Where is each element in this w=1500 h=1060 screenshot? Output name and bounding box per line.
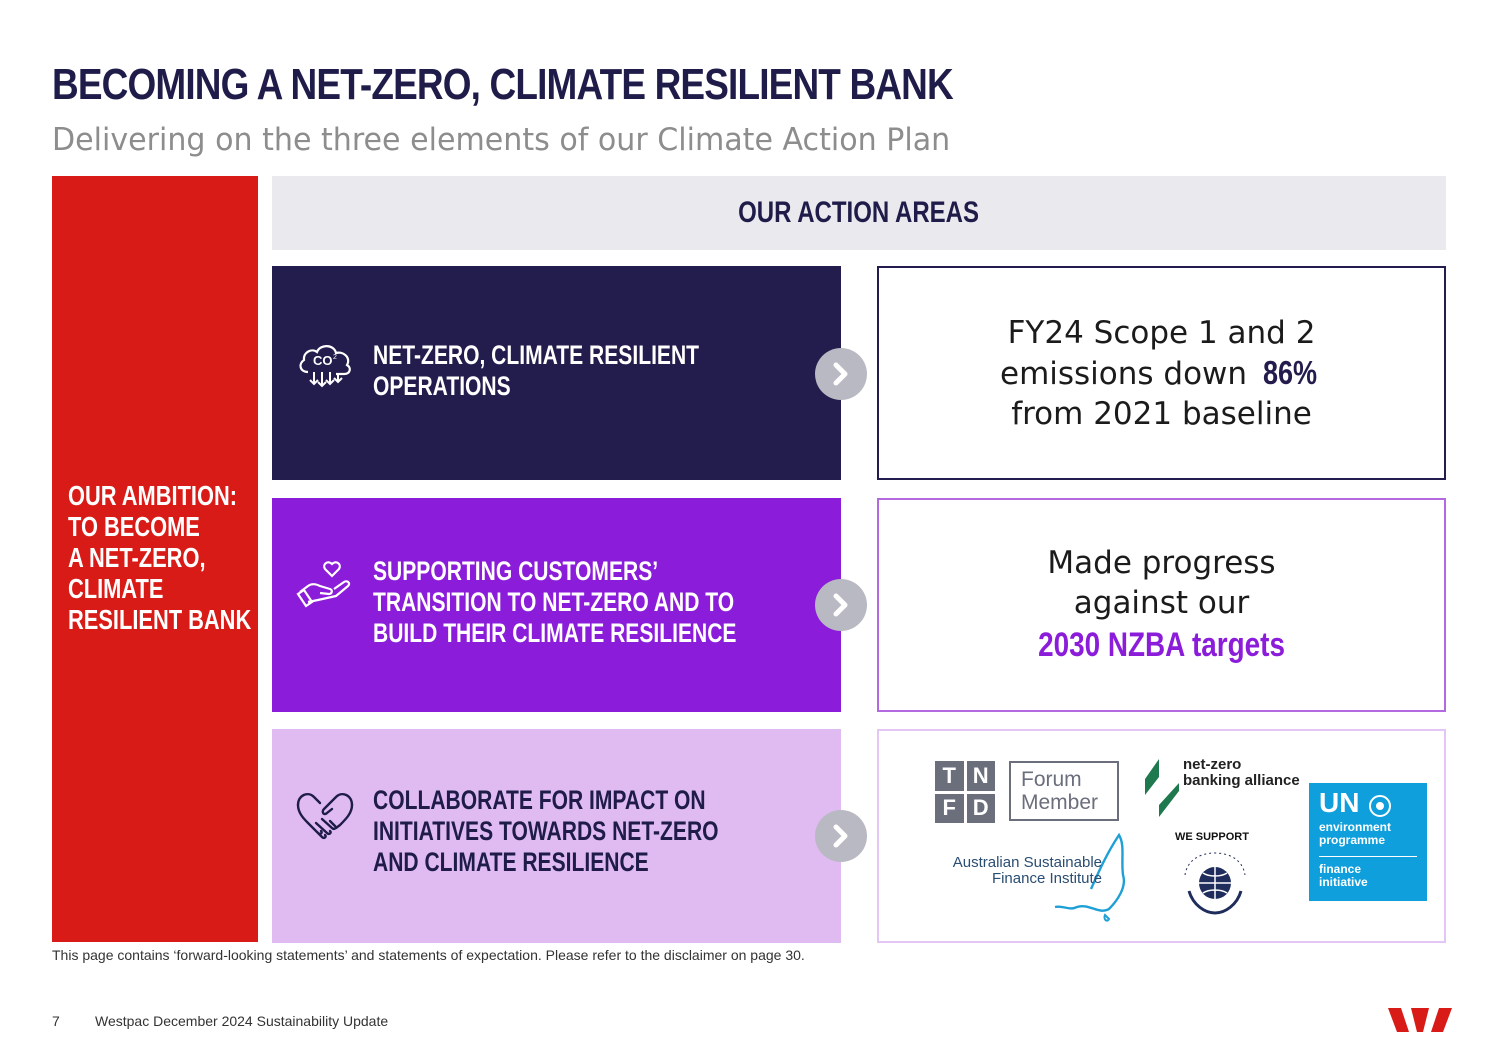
nzba-targets-highlight: 2030 NZBA targets [1038, 626, 1285, 664]
action-area-line: TRANSITION TO NET-ZERO AND TO [373, 587, 735, 617]
action-area-line: AND CLIMATE RESILIENCE [373, 847, 649, 877]
result-line: Made progress [1047, 545, 1276, 581]
westpac-logo-icon [1388, 1008, 1452, 1032]
ungc-globe-icon [1184, 852, 1246, 915]
ambition-line: CLIMATE [68, 573, 164, 604]
disclaimer-text: This page contains ‘forward-looking stat… [52, 947, 805, 963]
asfi-line: Australian Sustainable [952, 854, 1102, 871]
tnfd-letter: F [935, 793, 964, 823]
result-line: from 2021 baseline [1011, 395, 1312, 432]
nzba-line: banking alliance [1183, 772, 1300, 789]
tnfd-letter: N [966, 761, 995, 791]
action-area-customers: SUPPORTING CUSTOMERS’ TRANSITION TO NET-… [272, 498, 841, 712]
action-area-line: OPERATIONS [373, 371, 511, 401]
ungc-support-text: WE SUPPORT [1175, 831, 1249, 843]
partner-logos-panel: T N F D Forum Member net-zero banking al… [877, 729, 1446, 943]
tnfd-letter: T [935, 761, 964, 791]
unep-fi-logo: UN environment programme finance initiat… [1309, 783, 1427, 901]
forum-line: Member [1021, 791, 1099, 814]
unep-env-line: programme [1319, 833, 1386, 847]
unep-fin-text: finance initiative [1319, 863, 1368, 889]
svg-text:CO: CO [313, 353, 333, 368]
result-line: emissions down 86% [1000, 353, 1323, 394]
chevron-right-icon [815, 810, 867, 862]
result-text: emissions down [1000, 355, 1257, 392]
action-area-text: COLLABORATE FOR IMPACT ON INITIATIVES TO… [373, 785, 719, 878]
action-area-text: NET-ZERO, CLIMATE RESILIENT OPERATIONS [373, 340, 699, 402]
document-title: Westpac December 2024 Sustainability Upd… [95, 1013, 389, 1029]
action-area-line: SUPPORTING CUSTOMERS’ [373, 556, 659, 586]
ambition-line: A NET-ZERO, [68, 542, 206, 573]
result-emissions: FY24 Scope 1 and 2 emissions down 86% fr… [877, 266, 1446, 480]
emissions-reduction-value: 86% [1262, 353, 1318, 391]
chevron-right-icon [815, 579, 867, 631]
page-subtitle: Delivering on the three elements of our … [52, 122, 951, 158]
unep-fin-line: finance [1319, 862, 1362, 876]
action-areas-title: OUR ACTION AREAS [738, 196, 980, 229]
asfi-logo-text: Australian Sustainable Finance Institute [937, 855, 1102, 887]
ambition-panel: OUR AMBITION: TO BECOME A NET-ZERO, CLIM… [52, 176, 258, 942]
action-area-line: NET-ZERO, CLIMATE RESILIENT [373, 340, 700, 370]
forum-line: Forum [1021, 768, 1082, 791]
chevron-right-icon [815, 348, 867, 400]
action-area-line: COLLABORATE FOR IMPACT ON [373, 785, 706, 815]
nzba-logo-text: net-zero banking alliance [1183, 757, 1300, 789]
result-line: FY24 Scope 1 and 2 [1007, 314, 1316, 351]
action-area-collaborate: COLLABORATE FOR IMPACT ON INITIATIVES TO… [272, 729, 841, 943]
result-line: against our [1073, 585, 1250, 621]
co2-cloud-icon: CO 2 [299, 345, 351, 388]
forum-member-badge: Forum Member [1009, 761, 1119, 821]
action-areas-header: OUR ACTION AREAS [272, 176, 1446, 250]
nzba-line: net-zero [1183, 756, 1242, 773]
tnfd-logo: T N F D [935, 761, 995, 823]
unep-env-line: environment [1319, 820, 1392, 834]
un-emblem-icon [1369, 795, 1391, 817]
unep-fin-line: initiative [1319, 875, 1368, 889]
unep-env-text: environment programme [1319, 821, 1391, 847]
result-nzba: Made progress against our 2030 NZBA targ… [877, 498, 1446, 712]
action-area-line: BUILD THEIR CLIMATE RESILIENCE [373, 618, 737, 648]
asfi-line: Finance Institute [991, 870, 1102, 887]
action-area-text: SUPPORTING CUSTOMERS’ TRANSITION TO NET-… [373, 556, 736, 649]
asfi-australia-icon [1054, 832, 1126, 922]
ambition-text: OUR AMBITION: TO BECOME A NET-ZERO, CLIM… [68, 480, 252, 635]
ambition-line: RESILIENT BANK [68, 604, 252, 635]
unep-un-text: UN [1319, 787, 1360, 818]
handshake-icon [296, 793, 354, 840]
svg-text:2: 2 [333, 354, 337, 361]
tnfd-letter: D [966, 793, 995, 823]
unep-divider [1319, 856, 1417, 857]
heart-hand-icon [296, 561, 351, 608]
ambition-line: TO BECOME [68, 511, 200, 542]
action-area-operations: CO 2 NET-ZERO, CLIMATE RESILIENT OPERATI… [272, 266, 841, 480]
ambition-line: OUR AMBITION: [68, 480, 238, 511]
action-area-line: INITIATIVES TOWARDS NET-ZERO [373, 816, 719, 846]
page-title: BECOMING A NET-ZERO, CLIMATE RESILIENT B… [52, 60, 954, 109]
nzba-logo-icon [1145, 759, 1179, 817]
page-number: 7 [52, 1013, 60, 1029]
